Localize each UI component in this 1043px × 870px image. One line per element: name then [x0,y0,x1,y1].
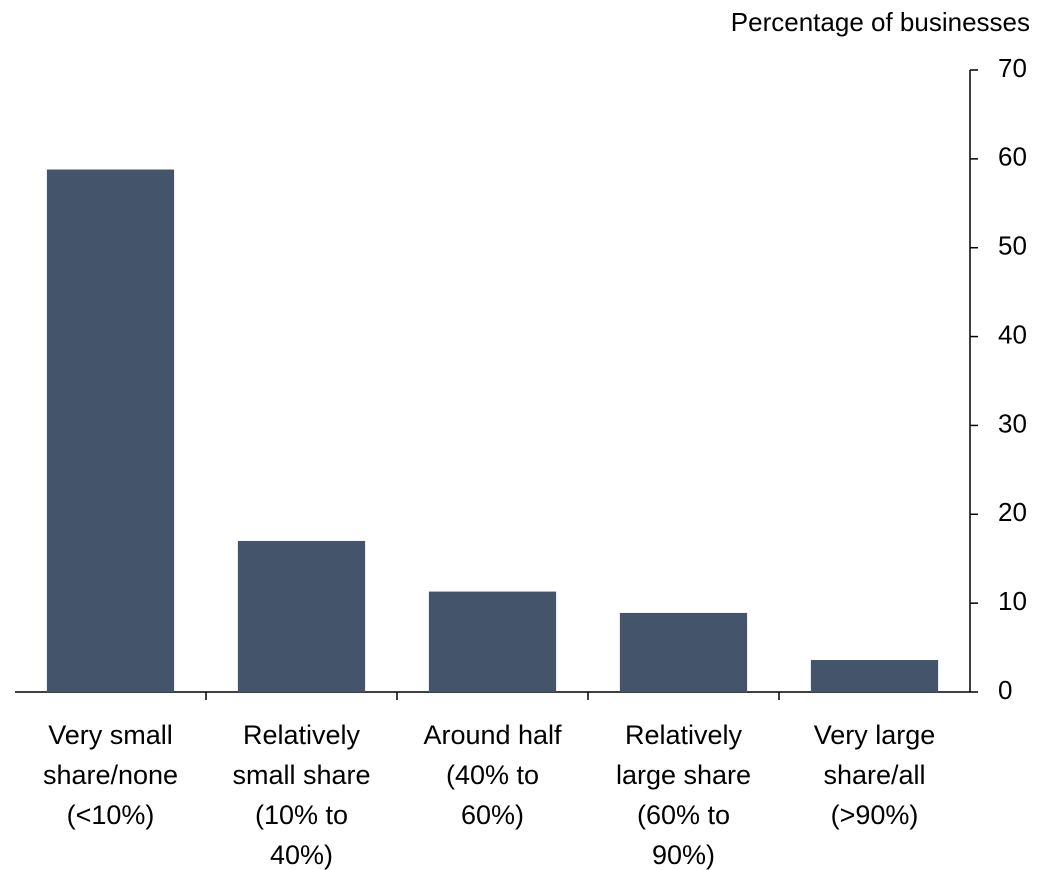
bar [810,660,939,692]
y-tick-label: 60 [998,142,1027,172]
y-tick-label: 40 [998,319,1027,349]
bar [46,169,175,692]
x-tick-label: Around half (40% to 60%) [423,720,562,830]
bar [428,591,557,692]
y-tick-label: 30 [998,408,1027,438]
x-tick-label: Relatively large share (60% to 90%) [615,720,752,870]
y-axis-title: Percentage of businesses [731,7,1030,37]
y-tick-label: 50 [998,231,1027,261]
bar [237,540,366,692]
y-tick-label: 10 [998,586,1027,616]
y-tick-label: 20 [998,497,1027,527]
x-tick-label: Relatively small share (10% to 40%) [232,720,371,870]
bar [619,612,748,692]
x-tick-label: Very large share/all (>90%) [813,720,936,830]
y-tick-label: 0 [998,675,1012,705]
x-tick-label: Very small share/none (<10%) [42,720,179,830]
y-tick-label: 70 [998,53,1027,83]
